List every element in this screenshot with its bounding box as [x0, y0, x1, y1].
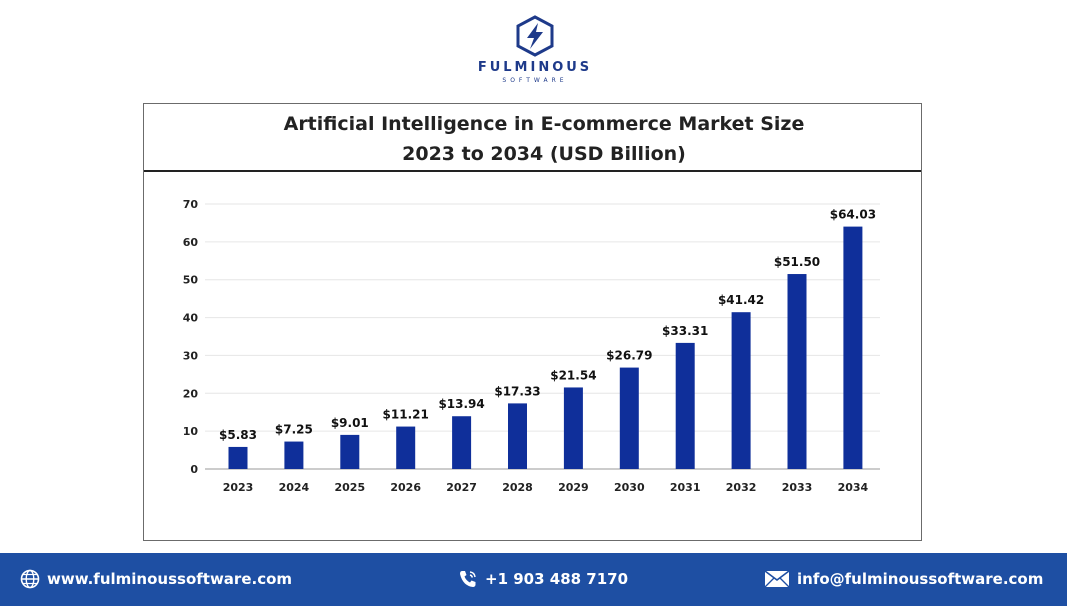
x-tick-label: 2023	[223, 481, 254, 494]
x-tick-label: 2034	[838, 481, 869, 494]
footer-phone-text: +1 903 488 7170	[485, 570, 629, 588]
y-tick-label: 20	[183, 387, 199, 400]
y-tick-label: 70	[183, 198, 199, 211]
bar	[452, 416, 472, 469]
bar-chart: 010203040506070$5.832023$7.252024$9.0120…	[183, 198, 880, 494]
x-tick-label: 2028	[502, 481, 533, 494]
data-label: $33.31	[662, 324, 708, 338]
x-tick-label: 2027	[446, 481, 477, 494]
x-tick-label: 2025	[334, 481, 365, 494]
bar	[731, 312, 751, 469]
brand-name: FULMINOUS	[477, 60, 593, 75]
phone-icon	[460, 571, 476, 587]
bar	[787, 274, 807, 469]
y-tick-label: 40	[183, 312, 199, 325]
data-label: $21.54	[550, 368, 596, 382]
data-label: $17.33	[494, 384, 540, 398]
data-label: $64.03	[830, 208, 876, 222]
bar	[228, 446, 248, 469]
chart-title: Artificial Intelligence in E-commerce Ma…	[283, 113, 805, 135]
hexagon-bolt-icon	[516, 15, 554, 57]
bar	[619, 367, 639, 469]
y-tick-label: 0	[190, 463, 198, 476]
x-tick-label: 2026	[390, 481, 421, 494]
x-tick-label: 2030	[614, 481, 645, 494]
footer-phone[interactable]: +1 903 488 7170	[458, 568, 628, 590]
data-label: $13.94	[438, 397, 484, 411]
data-label: $11.21	[383, 408, 429, 422]
x-tick-label: 2032	[726, 481, 757, 494]
x-tick-label: 2029	[558, 481, 589, 494]
y-tick-label: 30	[183, 349, 199, 362]
y-tick-label: 60	[183, 236, 199, 249]
footer-email-text: info@fulminoussoftware.com	[797, 570, 1044, 588]
data-label: $7.25	[275, 423, 313, 437]
bar	[284, 441, 304, 469]
chart-subtitle: 2023 to 2034 (USD Billion)	[402, 143, 686, 165]
data-label: $9.01	[331, 416, 369, 430]
bar	[396, 426, 416, 469]
brand-tagline: SOFTWARE	[502, 77, 568, 84]
bar	[508, 403, 527, 469]
bar	[675, 342, 695, 469]
x-tick-label: 2031	[670, 481, 701, 494]
x-tick-label: 2024	[279, 481, 310, 494]
bar	[563, 387, 583, 469]
contact-footer: www.fulminoussoftware.com +1 903 488 717…	[0, 553, 1067, 606]
bar	[340, 434, 360, 469]
chart-card: Artificial Intelligence in E-commerce Ma…	[143, 103, 922, 541]
data-label: $51.50	[774, 255, 820, 269]
data-label: $41.42	[718, 293, 764, 307]
chart-header: Artificial Intelligence in E-commerce Ma…	[144, 104, 921, 172]
data-label: $26.79	[606, 349, 652, 363]
brand-logo: FULMINOUS SOFTWARE	[470, 10, 600, 90]
bar	[843, 226, 863, 469]
x-tick-label: 2033	[782, 481, 813, 494]
footer-website-text: www.fulminoussoftware.com	[47, 570, 293, 588]
footer-website[interactable]: www.fulminoussoftware.com	[20, 568, 292, 590]
data-label: $5.83	[219, 428, 257, 442]
footer-email[interactable]: info@fulminoussoftware.com	[764, 568, 1043, 590]
envelope-icon	[764, 570, 790, 588]
globe-icon	[20, 569, 40, 589]
y-tick-label: 50	[183, 274, 199, 287]
y-tick-label: 10	[183, 425, 199, 438]
